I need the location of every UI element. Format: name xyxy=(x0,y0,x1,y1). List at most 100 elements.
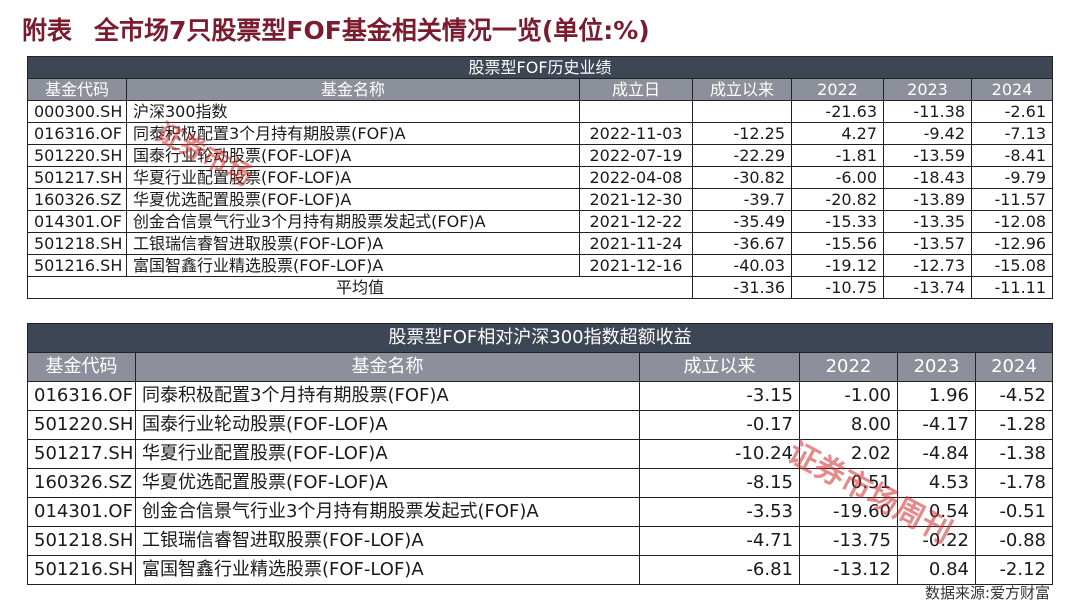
col-header-2022: 2022 xyxy=(791,78,884,101)
fund-code: 501220.SH xyxy=(27,410,136,440)
fund-name: 工银瑞信睿智进取股票(FOF-LOF)A xyxy=(126,232,580,255)
return-since-inception: -39.7 xyxy=(692,188,792,211)
excess-since-inception: -10.24 xyxy=(639,439,800,469)
title-text: 全市场7只股票型FOF基金相关情况一览(单位:%) xyxy=(94,16,650,45)
excess-2022: -19.60 xyxy=(799,497,898,527)
return-since-inception xyxy=(692,100,792,123)
col-header-since: 成立以来 xyxy=(692,78,792,101)
return-2022: 4.27 xyxy=(791,122,884,145)
historical-performance-table: 股票型FOF历史业绩 基金代码 基金名称 成立日 成立以来 2022 2023 … xyxy=(26,56,1054,299)
average-2023: -13.74 xyxy=(883,276,972,299)
col-header-2022: 2022 xyxy=(799,352,898,382)
return-2022: -15.56 xyxy=(791,232,884,255)
average-2022: -10.75 xyxy=(791,276,884,299)
table-row: 016316.OF 同泰积极配置3个月持有期股票(FOF)A 2022-11-03-… xyxy=(27,122,1054,145)
return-since-inception: -12.25 xyxy=(692,122,792,145)
fund-code: 501217.SH xyxy=(27,439,136,469)
fund-code: 501218.SH xyxy=(27,526,136,556)
excess-2024: -4.52 xyxy=(974,381,1054,411)
fund-code: 501218.SH xyxy=(27,232,127,255)
return-2024: -9.79 xyxy=(970,166,1054,189)
excess-2022: -13.12 xyxy=(799,555,898,585)
table-row: 000300.SH 沪深300指数 -21.63 -11.38 -2.61 xyxy=(27,100,1054,123)
fund-code: 016316.OF xyxy=(27,381,136,411)
excess-2023: 1.96 xyxy=(897,381,976,411)
return-2024: -8.41 xyxy=(970,144,1054,167)
col-header-2023: 2023 xyxy=(883,78,972,101)
inception-date: 2022-11-03 xyxy=(579,122,693,145)
excess-2023: -0.22 xyxy=(897,526,976,556)
return-2022: -15.33 xyxy=(791,210,884,233)
excess-2024: -0.51 xyxy=(974,497,1054,527)
fund-code: 014301.OF xyxy=(27,210,127,233)
average-2024: -11.11 xyxy=(970,276,1054,299)
return-2023: -13.35 xyxy=(883,210,972,233)
return-2023: -11.38 xyxy=(883,100,972,123)
return-2022: -1.81 xyxy=(791,144,884,167)
excess-return-table: 股票型FOF相对沪深300指数超额收益 基金代码 基金名称 成立以来 2022 … xyxy=(26,323,1054,585)
table-row: 160326.SZ 华夏优选配置股票(FOF-LOF)A 2021-12-30 -39… xyxy=(27,188,1054,211)
return-since-inception: -36.67 xyxy=(692,232,792,255)
fund-name: 创金合信景气行业3个月持有期股票发起式(FOF)A xyxy=(126,210,580,233)
return-since-inception: -35.49 xyxy=(692,210,792,233)
return-2024: -11.57 xyxy=(970,188,1054,211)
inception-date: 2021-11-24 xyxy=(579,232,693,255)
inception-date: 2022-04-08 xyxy=(579,166,693,189)
col-header-name: 基金名称 xyxy=(135,352,640,382)
return-2023: -13.89 xyxy=(883,188,972,211)
excess-2022: -1.00 xyxy=(799,381,898,411)
fund-code: 501220.SH xyxy=(27,144,127,167)
excess-2024: -1.78 xyxy=(974,468,1054,498)
table-row: 014301.OF 创金合信景气行业3个月持有期股票发起式(FOF)A -3.53-… xyxy=(27,497,1054,527)
inception-date: 2021-12-30 xyxy=(579,188,693,211)
col-header-2024: 2024 xyxy=(974,352,1054,382)
table-row: 501220.SH 国泰行业轮动股票(FOF-LOF)A 2022-07-19 -22… xyxy=(27,144,1054,167)
col-header-date: 成立日 xyxy=(579,78,693,101)
excess-2024: -0.88 xyxy=(974,526,1054,556)
excess-2024: -1.38 xyxy=(974,439,1054,469)
return-2024: -12.08 xyxy=(970,210,1054,233)
excess-2023: -4.84 xyxy=(897,439,976,469)
data-source-note: 数据来源:爱方财富 xyxy=(924,584,1050,602)
table1-body: 000300.SH 沪深300指数 -21.63 -11.38 -2.61 016316.… xyxy=(27,100,1054,277)
table-row: 501216.SH 富国智鑫行业精选股票(FOF-LOF)A -6.81 -13.12… xyxy=(27,555,1054,585)
fund-code: 000300.SH xyxy=(27,100,127,123)
fund-code: 016316.OF xyxy=(27,122,127,145)
page-title: 附表 全市场7只股票型FOF基金相关情况一览(单位:%) xyxy=(22,10,1062,52)
table1-section-title: 股票型FOF历史业绩 xyxy=(26,56,1054,79)
table-row: 501217.SH 华夏行业配置股票(FOF-LOF)A -10.24 2.02 -4.… xyxy=(27,439,1054,469)
table1-section-header: 股票型FOF历史业绩 xyxy=(26,56,1054,79)
table-row: 014301.OF 创金合信景气行业3个月持有期股票发起式(FOF)A 2021-1… xyxy=(27,210,1054,233)
return-2023: -13.57 xyxy=(883,232,972,255)
return-2023: -9.42 xyxy=(883,122,972,145)
average-since: -31.36 xyxy=(692,276,792,299)
excess-since-inception: -8.15 xyxy=(639,468,800,498)
table-row: 501216.SH 富国智鑫行业精选股票(FOF-LOF)A 2021-12-16-… xyxy=(27,254,1054,277)
return-2022: -20.82 xyxy=(791,188,884,211)
fund-code: 160326.SZ xyxy=(27,188,127,211)
col-header-since: 成立以来 xyxy=(639,352,800,382)
col-header-name: 基金名称 xyxy=(126,78,580,101)
fund-name: 国泰行业轮动股票(FOF-LOF)A xyxy=(135,410,640,440)
excess-2024: -1.28 xyxy=(974,410,1054,440)
table1-column-headers: 基金代码 基金名称 成立日 成立以来 2022 2023 2024 xyxy=(27,78,1054,101)
fund-name: 同泰积极配置3个月持有期股票(FOF)A xyxy=(135,381,640,411)
excess-since-inception: -0.17 xyxy=(639,410,800,440)
fund-code: 501216.SH xyxy=(27,555,136,585)
return-2022: -6.00 xyxy=(791,166,884,189)
table-row: 501218.SH 工银瑞信睿智进取股票(FOF-LOF)A 2021-11-24-… xyxy=(27,232,1054,255)
fund-name: 华夏行业配置股票(FOF-LOF)A xyxy=(135,439,640,469)
excess-2023: 0.84 xyxy=(897,555,976,585)
table2-section-title: 股票型FOF相对沪深300指数超额收益 xyxy=(26,323,1054,353)
inception-date: 2021-12-16 xyxy=(579,254,693,277)
average-label: 平均值 xyxy=(27,276,693,299)
fund-code: 501216.SH xyxy=(27,254,127,277)
table-row: 501217.SH 华夏行业配置股票(FOF-LOF)A 2022-04-08 -30… xyxy=(27,166,1054,189)
fund-code: 160326.SZ xyxy=(27,468,136,498)
table2-body: 016316.OF 同泰积极配置3个月持有期股票(FOF)A -3.15 -1.00 1… xyxy=(27,381,1054,585)
return-2023: -12.73 xyxy=(883,254,972,277)
col-header-2024: 2024 xyxy=(970,78,1054,101)
return-2023: -18.43 xyxy=(883,166,972,189)
excess-2023: 4.53 xyxy=(897,468,976,498)
excess-2023: 0.54 xyxy=(897,497,976,527)
